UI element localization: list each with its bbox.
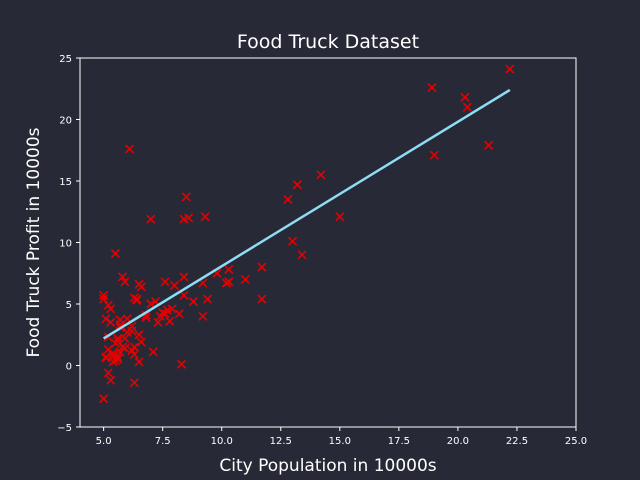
- data-point: [484, 140, 494, 150]
- data-points: [99, 64, 515, 404]
- x-tick-label: 25.0: [565, 436, 587, 447]
- data-point: [113, 336, 123, 346]
- data-point: [283, 194, 293, 205]
- data-point: [165, 316, 175, 326]
- data-point: [427, 82, 437, 93]
- data-point: [179, 290, 189, 300]
- data-point: [202, 294, 213, 304]
- y-axis: −5 0 5 10 15 20 25: [57, 54, 80, 434]
- data-point: [99, 294, 109, 304]
- data-point: [174, 309, 184, 319]
- data-point: [117, 272, 128, 282]
- data-point: [257, 294, 267, 304]
- data-point: [129, 293, 139, 303]
- x-tick-label: 10.0: [211, 436, 233, 447]
- data-point: [108, 348, 118, 358]
- data-point: [257, 262, 267, 272]
- data-point: [181, 192, 191, 202]
- data-point: [221, 278, 232, 288]
- data-point: [429, 150, 439, 160]
- data-point: [176, 359, 187, 369]
- y-tick-label: 15: [59, 177, 72, 188]
- y-tick-label: 0: [66, 362, 72, 373]
- x-tick-label: 20.0: [447, 436, 469, 447]
- y-tick-label: 25: [59, 54, 72, 65]
- data-point: [106, 304, 116, 314]
- data-point: [106, 317, 116, 328]
- data-point: [460, 92, 470, 102]
- plot-area-frame: [79, 57, 577, 428]
- data-point: [292, 180, 302, 190]
- y-tick-label: −5: [57, 423, 72, 434]
- x-axis-title: City Population in 10000s: [219, 456, 436, 476]
- data-point: [101, 353, 111, 363]
- data-point: [146, 214, 156, 224]
- data-point: [316, 170, 326, 180]
- data-point: [129, 342, 139, 352]
- data-point: [162, 305, 172, 315]
- data-point: [148, 347, 158, 357]
- data-point: [224, 264, 234, 275]
- data-point: [335, 212, 345, 222]
- x-tick-label: 12.5: [270, 436, 292, 447]
- y-tick-label: 5: [66, 300, 72, 311]
- y-tick-label: 10: [59, 239, 72, 250]
- data-point: [160, 277, 170, 287]
- x-axis: 5.0 7.5 10.0 12.5 15.0 17.5 20.0 22.5 25.0: [96, 427, 587, 447]
- x-tick-label: 22.5: [506, 436, 528, 447]
- data-point: [113, 333, 123, 344]
- data-point: [110, 356, 120, 366]
- x-tick-label: 17.5: [388, 436, 410, 447]
- y-tick-label: 20: [59, 116, 72, 127]
- data-point: [169, 280, 180, 291]
- data-point: [129, 378, 139, 388]
- data-point: [122, 327, 132, 337]
- data-point: [198, 311, 208, 321]
- data-point: [110, 249, 120, 259]
- data-point: [200, 212, 210, 222]
- data-point: [125, 144, 135, 154]
- data-point: [115, 347, 125, 357]
- data-point: [153, 317, 163, 328]
- data-point: [115, 315, 125, 325]
- x-tick-label: 5.0: [96, 436, 112, 447]
- data-point: [120, 277, 130, 287]
- data-point: [101, 352, 111, 362]
- data-point: [117, 342, 128, 352]
- data-point: [224, 277, 234, 287]
- data-point: [99, 394, 109, 404]
- data-point: [184, 213, 194, 223]
- data-point: [179, 272, 189, 282]
- chart-title: Food Truck Dataset: [237, 31, 419, 53]
- data-point: [288, 236, 298, 246]
- data-point: [134, 357, 144, 367]
- x-tick-label: 7.5: [155, 436, 171, 447]
- data-point: [240, 274, 250, 284]
- data-point: [136, 282, 146, 292]
- data-point: [134, 330, 144, 340]
- data-point: [106, 375, 116, 385]
- data-point: [141, 310, 151, 320]
- data-point: [108, 351, 118, 361]
- data-point: [120, 333, 130, 344]
- data-point: [136, 337, 146, 347]
- y-axis-title: Food Truck Profit in 10000s: [24, 127, 44, 357]
- data-point: [297, 250, 307, 260]
- data-point: [188, 296, 198, 307]
- regression-line: [102, 88, 511, 340]
- data-point: [99, 290, 109, 300]
- data-point: [132, 294, 142, 304]
- data-point: [462, 102, 472, 112]
- data-point: [103, 368, 113, 378]
- data-point: [129, 349, 139, 359]
- x-tick-label: 15.0: [329, 436, 351, 447]
- data-point: [505, 64, 515, 74]
